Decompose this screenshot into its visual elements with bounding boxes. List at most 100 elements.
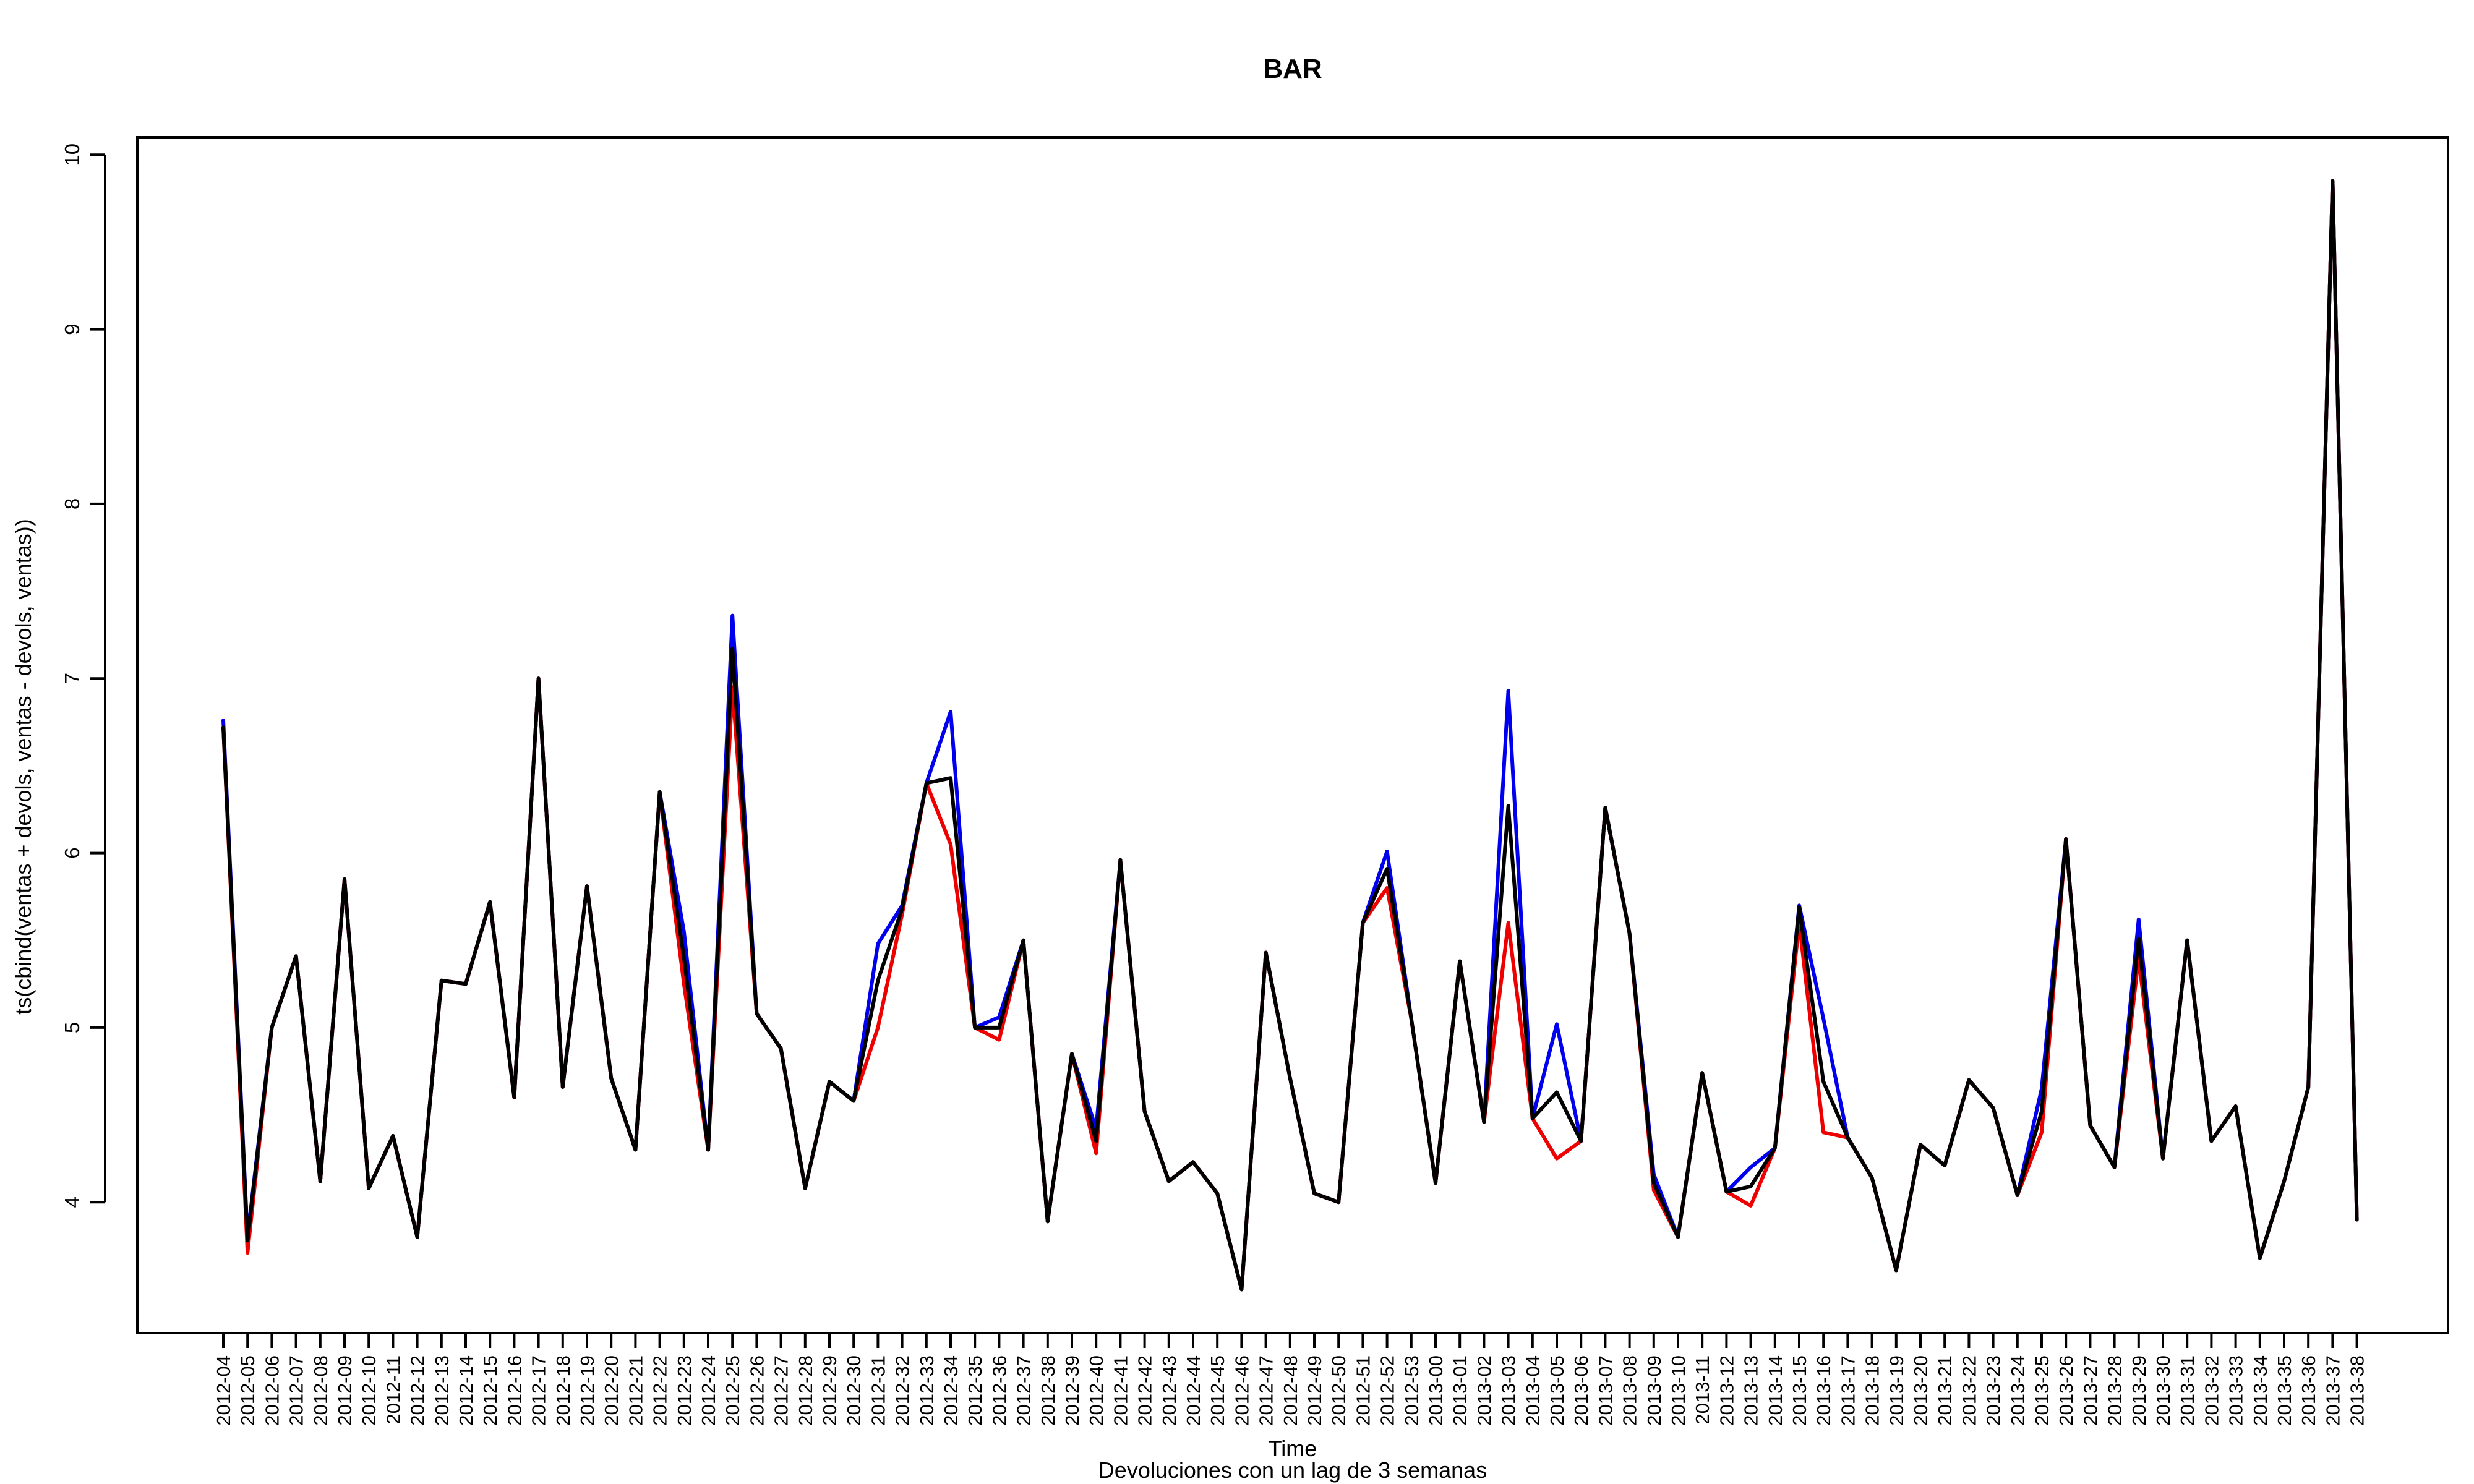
series-line-3 [221,179,2359,1292]
x-tick-label: 2013-17 [1837,1355,1859,1426]
y-tick-label: 10 [61,143,83,166]
x-tick-label: 2013-18 [1862,1355,1883,1426]
x-axis-label: Time [1269,1436,1317,1461]
y-tick-label: 4 [61,1196,83,1208]
x-tick-label: 2013-35 [2274,1355,2295,1426]
x-tick-label: 2012-26 [746,1355,768,1426]
x-tick-label: 2012-39 [1061,1355,1083,1426]
y-tick-label: 6 [61,847,83,858]
x-tick-label: 2012-25 [722,1355,743,1426]
y-tick-label: 7 [61,673,83,684]
x-tick-label: 2013-14 [1765,1355,1786,1426]
x-tick-label: 2012-14 [455,1355,477,1426]
x-tick-label: 2012-52 [1377,1355,1398,1426]
x-tick-label: 2013-03 [1498,1355,1520,1426]
x-tick-label: 2013-15 [1789,1355,1810,1426]
x-tick-label: 2012-33 [916,1355,938,1426]
x-tick-label: 2012-10 [358,1355,380,1426]
x-axis: 2012-04 2012-05 2012-06 2012-07 2012-08 2012-… [213,1332,2368,1426]
x-tick-label: 2013-34 [2249,1355,2271,1426]
x-tick-label: 2012-51 [1352,1355,1374,1426]
x-tick-label: 2013-05 [1546,1355,1568,1426]
x-tick-label: 2012-07 [286,1355,307,1426]
x-tick-label: 2012-28 [795,1355,816,1426]
x-tick-label: 2012-36 [988,1355,1010,1426]
x-tick-label: 2012-17 [528,1355,550,1426]
x-tick-label: 2012-13 [431,1355,453,1426]
x-tick-label: 2013-24 [2007,1355,2029,1426]
x-tick-label: 2013-28 [2104,1355,2126,1426]
x-tick-label: 2012-46 [1231,1355,1252,1426]
x-tick-label: 2012-47 [1256,1355,1277,1426]
x-tick-label: 2013-04 [1522,1355,1544,1426]
x-tick-label: 2012-34 [940,1355,962,1426]
x-tick-label: 2012-40 [1085,1355,1107,1426]
x-tick-label: 2013-07 [1594,1355,1616,1426]
x-tick-label: 2012-24 [698,1355,719,1426]
x-tick-label: 2012-41 [1110,1355,1131,1426]
x-tick-label: 2013-08 [1619,1355,1641,1426]
x-tick-label: 2013-12 [1716,1355,1737,1426]
y-tick-label: 8 [61,498,83,510]
x-tick-label: 2012-12 [407,1355,429,1426]
x-tick-label: 2013-37 [2322,1355,2343,1426]
chart-subtitle: Devoluciones con un lag de 3 semanas [1098,1457,1487,1483]
x-tick-label: 2012-49 [1304,1355,1325,1426]
y-tick-label: 5 [61,1022,83,1033]
x-tick-label: 2012-44 [1183,1355,1204,1426]
x-tick-label: 2013-22 [1958,1355,1980,1426]
x-tick-label: 2013-23 [1983,1355,2005,1426]
x-tick-label: 2013-11 [1692,1355,1713,1424]
x-tick-label: 2013-16 [1813,1355,1834,1426]
x-tick-label: 2012-16 [503,1355,525,1426]
x-tick-label: 2012-30 [843,1355,865,1426]
x-tick-label: 2012-19 [576,1355,598,1426]
x-tick-label: 2013-19 [1886,1355,1907,1426]
x-tick-label: 2012-08 [310,1355,332,1426]
x-tick-label: 2012-48 [1280,1355,1301,1426]
x-tick-label: 2013-36 [2298,1355,2319,1426]
x-tick-label: 2012-18 [552,1355,574,1426]
x-tick-label: 2013-01 [1449,1355,1471,1426]
x-tick-label: 2013-38 [2347,1355,2368,1426]
x-tick-label: 2013-25 [2031,1355,2053,1426]
x-tick-label: 2013-29 [2128,1355,2150,1426]
x-tick-label: 2012-05 [237,1355,259,1426]
x-tick-label: 2013-10 [1667,1355,1689,1426]
y-axis: 4 5 6 7 8 9 10 [61,143,106,1208]
x-tick-label: 2013-02 [1473,1355,1495,1426]
x-tick-label: 2012-32 [892,1355,914,1426]
x-tick-label: 2012-06 [261,1355,283,1426]
chart-title: BAR [1263,54,1322,84]
x-tick-label: 2013-06 [1570,1355,1592,1426]
x-tick-label: 2012-15 [479,1355,501,1426]
x-tick-label: 2012-35 [964,1355,986,1426]
x-tick-label: 2013-31 [2177,1355,2198,1426]
x-tick-label: 2012-53 [1401,1355,1423,1426]
x-tick-label: 2012-42 [1134,1355,1156,1426]
x-tick-label: 2012-31 [867,1355,889,1426]
x-tick-label: 2012-04 [213,1355,234,1426]
y-axis-label: ts(cbind(ventas + devols, ventas - devol… [11,519,36,1014]
x-tick-label: 2013-21 [1934,1355,1956,1426]
x-tick-label: 2012-43 [1158,1355,1180,1426]
series-layer [221,179,2359,1292]
plot-frame [136,136,2449,1334]
x-tick-label: 2012-50 [1328,1355,1350,1426]
x-tick-label: 2013-32 [2201,1355,2222,1426]
x-tick-label: 2012-22 [649,1355,671,1426]
x-tick-label: 2012-38 [1037,1355,1059,1426]
x-tick-label: 2013-20 [1910,1355,1932,1426]
x-tick-label: 2013-33 [2225,1355,2247,1426]
x-tick-label: 2013-26 [2055,1355,2077,1426]
x-tick-label: 2012-37 [1013,1355,1035,1426]
x-tick-label: 2012-21 [625,1355,646,1426]
x-tick-label: 2012-29 [819,1355,841,1426]
x-tick-label: 2012-45 [1207,1355,1228,1426]
x-tick-label: 2013-09 [1643,1355,1665,1426]
x-tick-label: 2013-27 [2079,1355,2101,1426]
x-tick-label: 2013-13 [1740,1355,1762,1426]
y-tick-label: 9 [61,323,83,335]
x-tick-label: 2013-30 [2152,1355,2174,1426]
